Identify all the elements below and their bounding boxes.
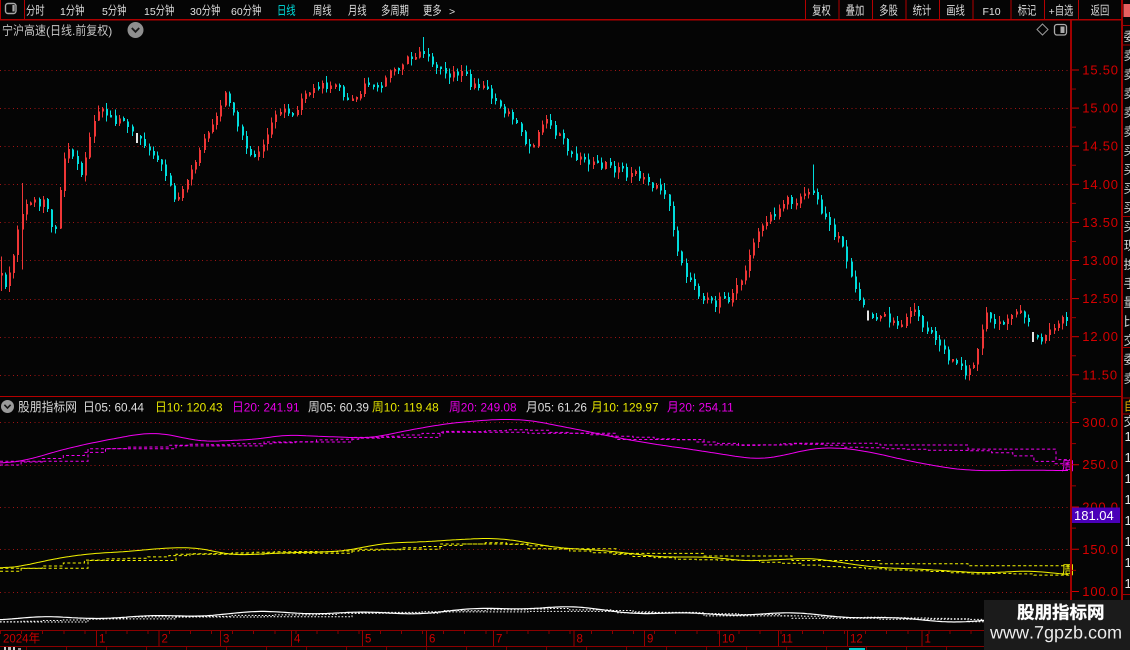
svg-text:.: . [72,24,75,38]
svg-text:20: 254.11: 20: 254.11 [679,401,734,415]
svg-text:20: 249.08: 20: 249.08 [461,401,517,415]
svg-text:7: 7 [496,634,502,646]
svg-text:10: 10 [722,634,735,646]
svg-text:F10: F10 [983,6,1001,18]
svg-text:11.50: 11.50 [1082,367,1118,382]
svg-text:(: ( [46,24,50,38]
svg-text:10: 119.48: 10: 119.48 [384,401,439,415]
svg-text:181.04: 181.04 [1074,508,1114,523]
svg-text:05: 60.44: 05: 60.44 [95,401,145,415]
svg-text:100.0: 100.0 [1082,584,1119,599]
svg-text:150.0: 150.0 [1082,542,1119,557]
svg-text:5: 5 [365,634,371,646]
svg-text:1: 1 [1125,576,1130,591]
svg-text:05: 60.39: 05: 60.39 [320,401,369,415]
svg-text:1: 1 [1125,513,1130,528]
svg-text:2024: 2024 [3,634,29,646]
svg-text:3: 3 [223,634,229,646]
svg-text:250.0: 250.0 [1082,457,1119,472]
svg-text:>: > [449,6,455,18]
svg-text:+: + [1049,6,1055,18]
svg-text:8: 8 [577,634,583,646]
svg-text:1: 1 [925,634,931,646]
svg-text:14.00: 14.00 [1082,177,1119,192]
svg-text:5: 5 [102,6,108,18]
svg-text:1: 1 [1125,534,1130,549]
svg-text:1: 1 [1125,492,1130,507]
svg-text:): ) [108,24,112,38]
svg-text:10: 120.43: 10: 120.43 [167,401,223,415]
svg-text:9: 9 [647,634,653,646]
svg-text:2: 2 [162,634,168,646]
svg-text:6: 6 [429,634,435,646]
svg-text:14.50: 14.50 [1082,139,1119,154]
svg-text:1: 1 [1125,450,1130,465]
svg-text:1: 1 [60,6,66,18]
svg-text:60: 60 [231,6,243,18]
svg-text:11: 11 [781,634,793,646]
svg-text:30: 30 [190,6,202,18]
svg-text:20: 241.91: 20: 241.91 [244,401,300,415]
svg-text:300.0: 300.0 [1082,415,1119,430]
svg-text:15.00: 15.00 [1082,101,1119,116]
svg-text:15.50: 15.50 [1082,63,1119,78]
svg-text:1: 1 [1125,555,1130,570]
svg-text:05: 61.26: 05: 61.26 [538,401,588,415]
svg-text:13.00: 13.00 [1082,253,1119,268]
svg-text:1: 1 [1125,429,1130,444]
svg-text:12.50: 12.50 [1082,291,1119,306]
svg-text:12.00: 12.00 [1082,329,1119,344]
svg-text:10: 129.97: 10: 129.97 [603,401,659,415]
svg-text:13.50: 13.50 [1082,215,1119,230]
svg-text:1: 1 [99,634,105,646]
svg-text:15: 15 [144,6,156,18]
svg-text:12: 12 [850,634,863,646]
svg-text:4: 4 [294,634,301,646]
svg-text:1: 1 [1125,471,1130,486]
